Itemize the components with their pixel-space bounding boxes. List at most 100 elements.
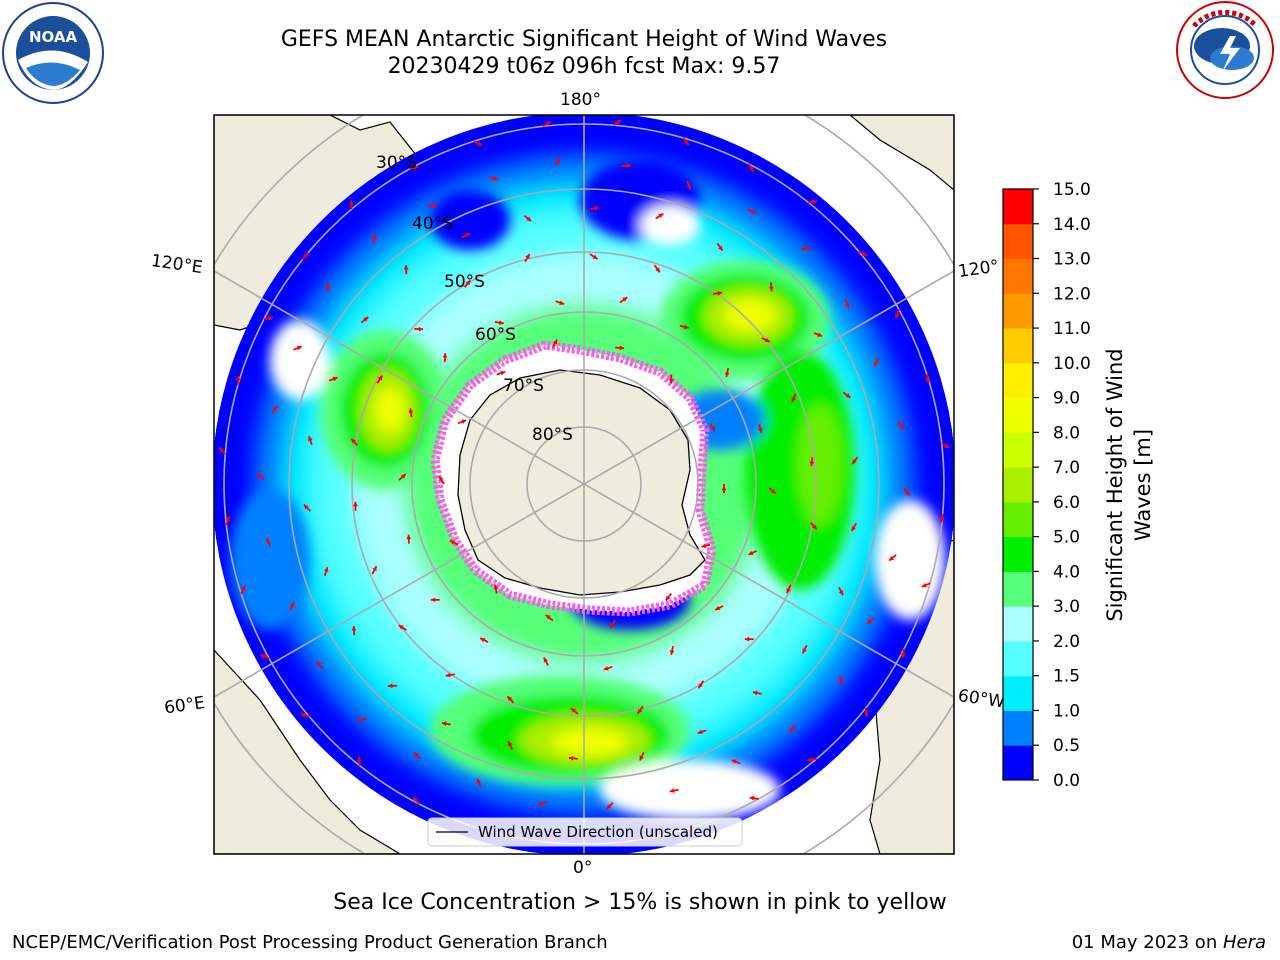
wave-arrow-head: [838, 679, 844, 685]
wave-arrow-head: [807, 757, 813, 762]
wave-arrow-head: [414, 752, 419, 758]
wave-arrow-head: [845, 393, 851, 398]
colorbar-box: [1003, 745, 1033, 781]
wave-arrow-head: [418, 326, 424, 332]
wave-arrow-head: [272, 405, 278, 411]
wave-arrow-head: [316, 661, 322, 667]
wave-arrow-head: [901, 653, 906, 658]
wave-arrow-head: [622, 297, 628, 302]
wave-arrow-head: [750, 209, 756, 214]
wave-arrow-head: [408, 408, 414, 413]
wave-arrow-head: [431, 203, 437, 209]
wave-arrow-head: [507, 696, 513, 702]
legend-label: Wind Wave Direction (unscaled): [478, 823, 718, 841]
wave-arrow-head: [802, 648, 807, 654]
wave-arrow-head: [353, 501, 358, 507]
wave-arrow-head: [464, 233, 470, 238]
colorbar-tick-label: 3.0: [1053, 597, 1080, 617]
wave-arrow-head: [372, 234, 377, 240]
colorbar-tick-label: 11.0: [1053, 319, 1091, 339]
colorbar-box: [1003, 710, 1033, 746]
lat-label-60s: 60°S: [475, 325, 516, 345]
colorbar: 0.0 0.5 1.0 1.5 2.0 3.0 4.0 5.0 6.0 7.0 8.0 9.0 10.0…: [1002, 180, 1155, 791]
wave-arrow-head: [616, 119, 622, 125]
wave-arrow-head: [499, 320, 504, 325]
colorbar-label-line1: Significant Height of Wind: [1103, 348, 1127, 621]
wave-arrow-head: [944, 443, 950, 448]
wave-arrow-head: [812, 199, 817, 205]
wave-arrow-head: [445, 672, 451, 678]
wave-arrow-head: [261, 654, 266, 659]
wave-arrow-head: [559, 300, 565, 305]
wave-arrow-head: [363, 317, 369, 322]
colorbar-tick-label: 5.0: [1053, 528, 1080, 548]
wave-arrow-head: [665, 595, 671, 601]
colorbar-tick-label: 7.0: [1053, 458, 1080, 478]
colorbar-tick-label: 0.5: [1053, 736, 1080, 756]
wave-arrow-head: [669, 650, 675, 655]
wave-arrow-head: [668, 379, 674, 384]
wave-arrow-head: [303, 252, 308, 258]
wave-arrow-head: [594, 205, 600, 211]
wave-arrow-head: [724, 372, 730, 377]
wave-arrow-head: [403, 265, 409, 270]
lat-label-70s: 70°S: [503, 376, 544, 396]
wave-arrow-head: [303, 504, 309, 510]
wave-arrow-head: [669, 788, 675, 793]
wave-arrow-head: [388, 683, 393, 689]
wave-arrow-head: [526, 216, 532, 222]
wave-arrow-head: [684, 140, 689, 146]
colorbar-tick-label: 13.0: [1053, 250, 1091, 270]
wave-arrow-head: [372, 566, 377, 572]
wave-arrow-head: [748, 550, 754, 555]
colorbar-tick-label: 15.0: [1053, 180, 1091, 200]
date-value: 01 May 2023 on: [1071, 932, 1223, 953]
wave-arrow-head: [844, 303, 850, 308]
wave-arrow-head: [508, 741, 513, 747]
wave-arrow-head: [356, 756, 362, 762]
lat-label-40s: 40°S: [412, 214, 453, 234]
wave-arrow-head: [817, 332, 823, 337]
wave-arrow-head: [861, 251, 867, 256]
wave-arrow-head: [710, 426, 715, 431]
map-legend: Wind Wave Direction (unscaled): [427, 817, 743, 847]
wave-arrow-head: [377, 375, 383, 381]
wave-arrow-head: [851, 526, 856, 532]
colorbar-box: [1003, 328, 1033, 364]
wave-arrow-head: [867, 618, 873, 624]
colorbar-box: [1003, 536, 1033, 572]
colorbar-box: [1003, 501, 1033, 538]
wave-arrow-head: [235, 375, 241, 381]
wave-arrow-head: [351, 626, 357, 631]
lon-label-60e: 60°E: [163, 693, 206, 718]
wave-arrow-head: [898, 423, 904, 429]
page-subtitle: 20230429 t06z 096h fcst Max: 9.57: [387, 54, 781, 79]
wave-arrow-head: [939, 517, 945, 523]
wave-arrow-head: [905, 490, 910, 496]
wave-arrow-head: [332, 376, 338, 382]
wave-arrow-head: [610, 623, 615, 629]
wave-arrow-head: [500, 370, 506, 376]
wave-arrow-head: [325, 283, 331, 288]
wave-arrow-head: [626, 163, 631, 169]
colorbar-box: [1003, 675, 1033, 711]
wave-arrow-head: [752, 690, 758, 696]
lon-label-120w: 120°: [957, 256, 1000, 282]
wave-arrow-head: [698, 683, 703, 689]
wave-arrow-head: [838, 590, 844, 596]
nws-logo-icon: [1176, 1, 1274, 99]
colorbar-box: [1003, 189, 1033, 225]
map-plot-area: [214, 115, 954, 854]
wave-arrow-head: [413, 165, 419, 171]
date-text: 01 May 2023 on Hera: [1072, 932, 1266, 953]
colorbar-tick-label: 9.0: [1053, 389, 1080, 409]
wave-arrow-head: [683, 324, 689, 330]
colorbar-tick-label: 14.0: [1053, 215, 1091, 235]
wave-arrow-head: [290, 602, 295, 608]
colorbar-tick-label: 6.0: [1053, 493, 1080, 513]
wave-arrow-head: [721, 488, 727, 493]
colorbar-box: [1003, 293, 1033, 329]
colorbar-box: [1003, 258, 1033, 294]
wave-arrow-head: [449, 540, 455, 545]
